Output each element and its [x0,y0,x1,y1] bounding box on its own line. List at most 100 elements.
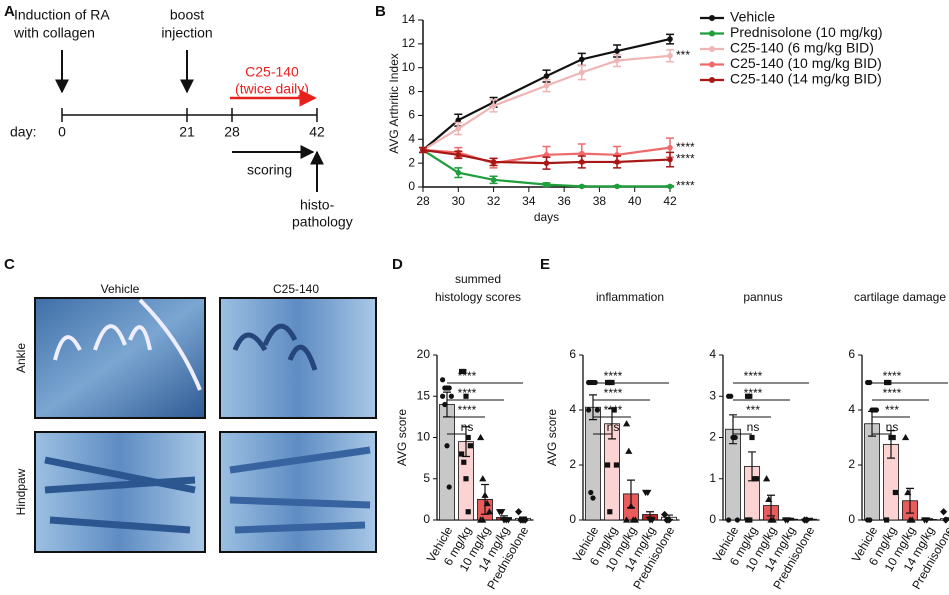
y-tick-label: 3 [709,388,716,402]
y-tick-label: 12 [402,36,416,50]
y-axis-label: AVG score [395,409,409,466]
panel-letter: E [540,256,550,273]
data-point [447,385,452,390]
data-point [749,435,754,440]
significance-label: **** [883,369,902,383]
histology-image [220,298,376,418]
significance-label: *** [885,403,899,417]
legend-label: C25-140 (10 mg/kg BID) [730,55,882,71]
line-point [579,184,585,190]
significance-label: **** [744,386,763,400]
data-point [623,420,630,426]
data-point [459,451,464,456]
data-point [481,492,488,498]
line-point [667,145,673,151]
y-tick-label: 6 [569,347,576,361]
row-label: Ankle [14,343,28,373]
data-point [447,484,452,489]
data-point [463,476,468,481]
legend-marker [709,15,715,21]
data-point [625,448,632,454]
data-point [754,476,759,481]
data-point [728,394,733,399]
panel-letter: C [4,256,15,273]
data-point [590,495,595,500]
line-point [579,70,585,76]
legend-marker [709,62,715,68]
line-point [614,159,620,165]
data-point [874,407,879,412]
timeline-text: (twice daily) [235,81,309,97]
y-tick-label: 8 [408,84,415,98]
x-tick-label: 36 [557,194,571,208]
line-point [420,147,426,153]
line-point [544,83,550,89]
histology: Vehicle C25-140 Ankle Hindpaw [14,0,376,552]
data-point [515,508,522,515]
significance-label: *** [676,48,690,62]
timeline-text: histo- [300,197,335,213]
timeline: Induction of RA with collagen boost inje… [10,7,353,230]
data-point [940,508,947,515]
significance-label: **** [676,179,695,193]
data-point [735,517,740,522]
data-point [733,435,738,440]
significance-label: **** [604,369,623,383]
line-point [614,58,620,64]
line-point [667,184,673,190]
significance-label: **** [458,403,477,417]
data-point [607,509,612,514]
chart-title: histology scores [435,290,521,304]
data-point [747,517,752,522]
y-tick-label: 6 [408,108,415,122]
y-tick-label: 0 [709,512,716,526]
data-point [442,402,447,407]
data-point [440,394,445,399]
line-point [544,73,550,79]
data-point [449,394,454,399]
y-tick-label: 0 [408,179,415,193]
timeline-text: 42 [309,124,325,140]
data-point [461,460,466,465]
column-label: Vehicle [101,282,140,296]
line-point [491,103,497,109]
legend-label: C25-140 (6 mg/kg BID) [730,40,874,56]
legend-marker [709,46,715,52]
data-point [763,475,770,481]
y-tick-label: 0 [423,512,430,526]
timeline-text: day: [10,124,36,140]
legend-label: Prednisolone (10 mg/kg) [730,24,883,40]
y-tick-label: 0 [569,512,576,526]
timeline-text: 28 [224,124,240,140]
timeline-text: pathology [292,214,353,230]
panel-letter: D [392,256,403,273]
significance-label: **** [744,369,763,383]
y-axis-label: AVG score [545,409,559,466]
line-point [667,157,673,163]
bar [440,405,455,521]
significance-label: **** [883,386,902,400]
x-tick-label: 30 [452,194,466,208]
chart-title: summed [455,272,501,286]
line-point [455,126,461,132]
data-point [466,509,471,514]
line-point [667,53,673,59]
data-point [867,380,872,385]
data-point [468,443,473,448]
data-point [479,475,486,481]
timeline-text: 0 [58,124,66,140]
line-point [544,160,550,166]
line-point [491,177,497,183]
significance-label: **** [458,369,477,383]
y-tick-label: 2 [408,155,415,169]
significance-label: *** [746,403,760,417]
data-point [588,490,593,495]
significance-label: ns [747,420,760,434]
significance-label: ns [461,420,474,434]
timeline-text: 21 [179,124,195,140]
x-tick-label: 42 [663,194,677,208]
x-tick-label: 32 [487,194,501,208]
bar [586,407,601,520]
legend-label: Vehicle [730,9,775,25]
